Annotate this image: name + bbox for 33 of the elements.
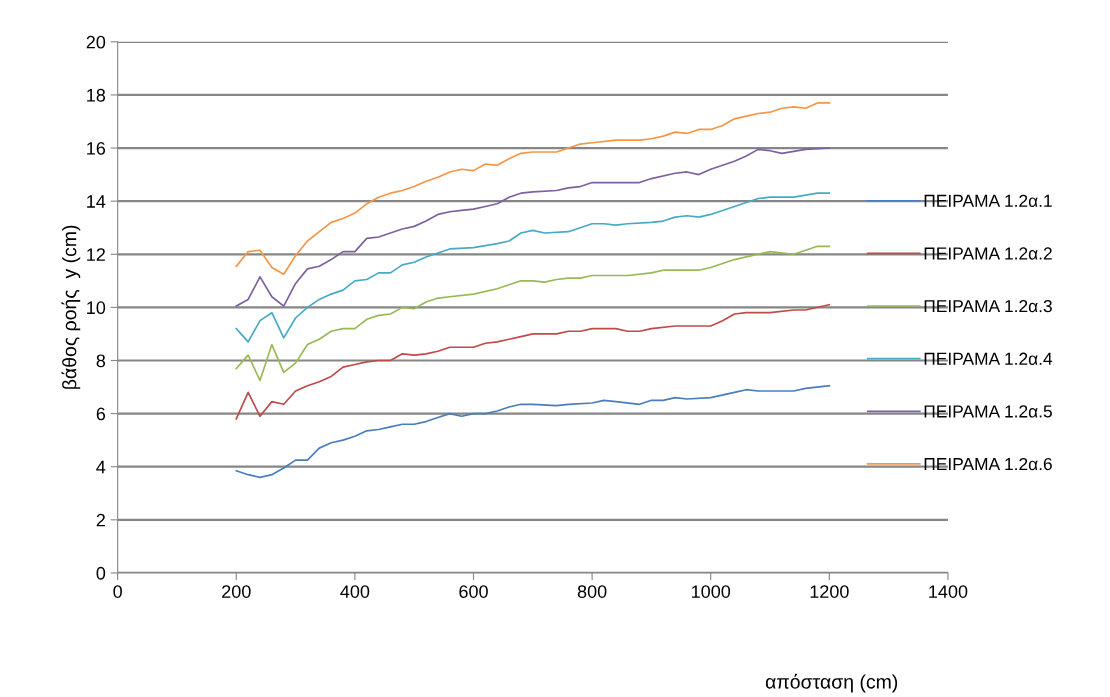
legend-label: ΠΕΙΡΑΜΑ 1.2α.3	[924, 299, 1052, 313]
x-tick-label: 1200	[810, 585, 849, 598]
x-axis-title: απόσταση (cm)	[765, 673, 898, 693]
line-series	[235, 384, 831, 479]
y-tick-label: 10	[87, 301, 106, 315]
legend-label: ΠΕΙΡΑΜΑ 1.2α.2	[924, 247, 1052, 260]
x-tick-label: 200	[222, 585, 251, 598]
y-tick-label: 18	[87, 88, 106, 102]
line-series	[235, 147, 831, 307]
legend-label: ΠΕΙΡΑΜΑ 1.2α.1	[924, 194, 1052, 207]
y-tick-label: 2	[96, 513, 105, 527]
line-series	[235, 102, 831, 276]
x-tick-label: 1400	[929, 585, 968, 598]
line-series	[235, 303, 831, 420]
y-tick-label: 16	[87, 141, 106, 155]
y-tick-label: 12	[87, 248, 105, 261]
y-axis-title: βάθος ροής y (cm)	[61, 225, 81, 389]
y-tick-label: 14	[87, 195, 106, 208]
x-tick-label: 0	[113, 585, 122, 598]
line-series	[235, 192, 831, 343]
legend-label: ΠΕΙΡΑΜΑ 1.2α.5	[924, 405, 1052, 418]
line-series	[235, 245, 831, 382]
x-tick-label: 800	[577, 585, 607, 598]
x-tick-label: 400	[340, 585, 370, 598]
y-tick-label: 8	[96, 354, 106, 368]
legend-label: ΠΕΙΡΑΜΑ 1.2α.4	[924, 352, 1053, 365]
legend-label: ΠΕΙΡΑΜΑ 1.2α.6	[924, 457, 1052, 471]
y-tick-label: 6	[96, 407, 106, 421]
x-tick-label: 600	[459, 585, 488, 598]
y-tick-label: 0	[96, 566, 106, 580]
y-tick-label: 20	[86, 35, 106, 49]
y-tick-label: 4	[96, 460, 106, 474]
x-tick-label: 1000	[692, 585, 731, 598]
